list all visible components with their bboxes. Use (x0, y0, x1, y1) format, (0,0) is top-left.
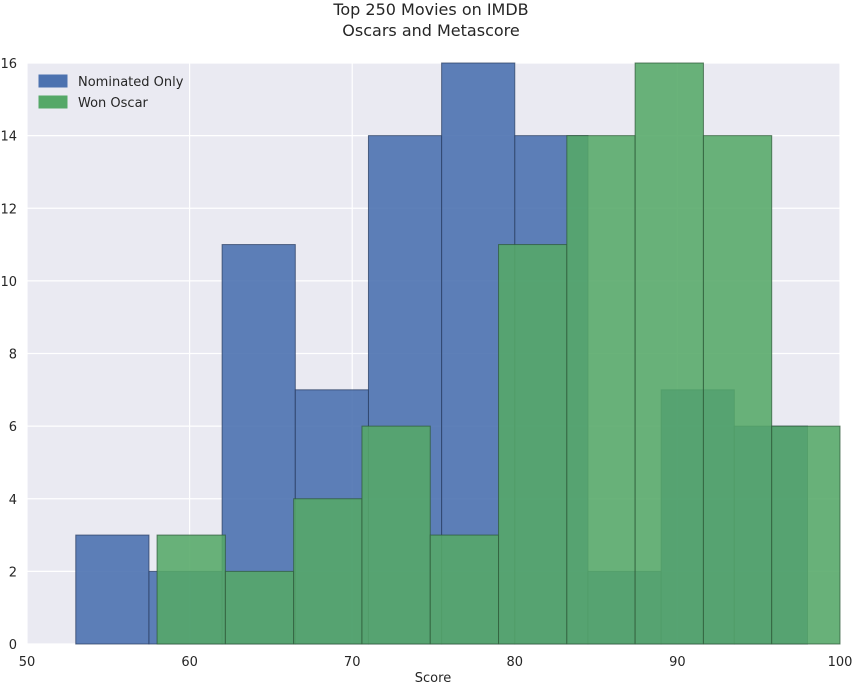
histogram-bar (224, 570, 295, 645)
histogram-bar (293, 498, 363, 645)
x-tick-label: 80 (507, 655, 524, 670)
legend-label-nominated: Nominated Only (78, 75, 184, 90)
histogram-bar (156, 534, 226, 645)
series-won-oscar (156, 62, 841, 645)
x-tick-labels: 50 60 70 80 90 100 (19, 655, 852, 670)
chart-title: Top 250 Movies on IMDB (332, 0, 528, 19)
y-tick-label: 16 (0, 57, 17, 72)
histogram-bar (771, 425, 841, 645)
y-tick-label: 2 (9, 565, 17, 580)
y-tick-label: 4 (9, 493, 17, 508)
bars (75, 62, 841, 645)
y-tick-label: 0 (9, 638, 17, 653)
x-tick-label: 70 (344, 655, 361, 670)
y-tick-label: 10 (0, 275, 17, 290)
histogram-bar (75, 534, 150, 645)
y-tick-label: 6 (9, 420, 17, 435)
histogram-bar (361, 425, 431, 645)
x-tick-label: 90 (669, 655, 686, 670)
x-tick-label: 60 (181, 655, 198, 670)
histogram-bar (702, 135, 773, 645)
y-tick-label: 12 (0, 202, 17, 217)
y-tick-label: 8 (9, 348, 17, 363)
histogram-bar (634, 62, 704, 645)
y-tick-label: 14 (0, 130, 17, 145)
legend-swatch-won (38, 95, 68, 109)
histogram-bar (498, 244, 568, 645)
legend-swatch-nominated (38, 74, 68, 88)
histogram-bar (566, 135, 636, 645)
chart-subtitle: Oscars and Metascore (342, 21, 519, 40)
y-tick-labels: 0 2 4 6 8 10 12 14 16 (0, 57, 17, 653)
legend-label-won: Won Oscar (78, 96, 149, 111)
x-tick-label: 50 (19, 655, 36, 670)
legend: Nominated Only Won Oscar (38, 74, 184, 111)
histogram-bar (429, 534, 500, 645)
x-tick-label: 100 (828, 655, 852, 670)
x-axis-label: Score (415, 671, 451, 686)
